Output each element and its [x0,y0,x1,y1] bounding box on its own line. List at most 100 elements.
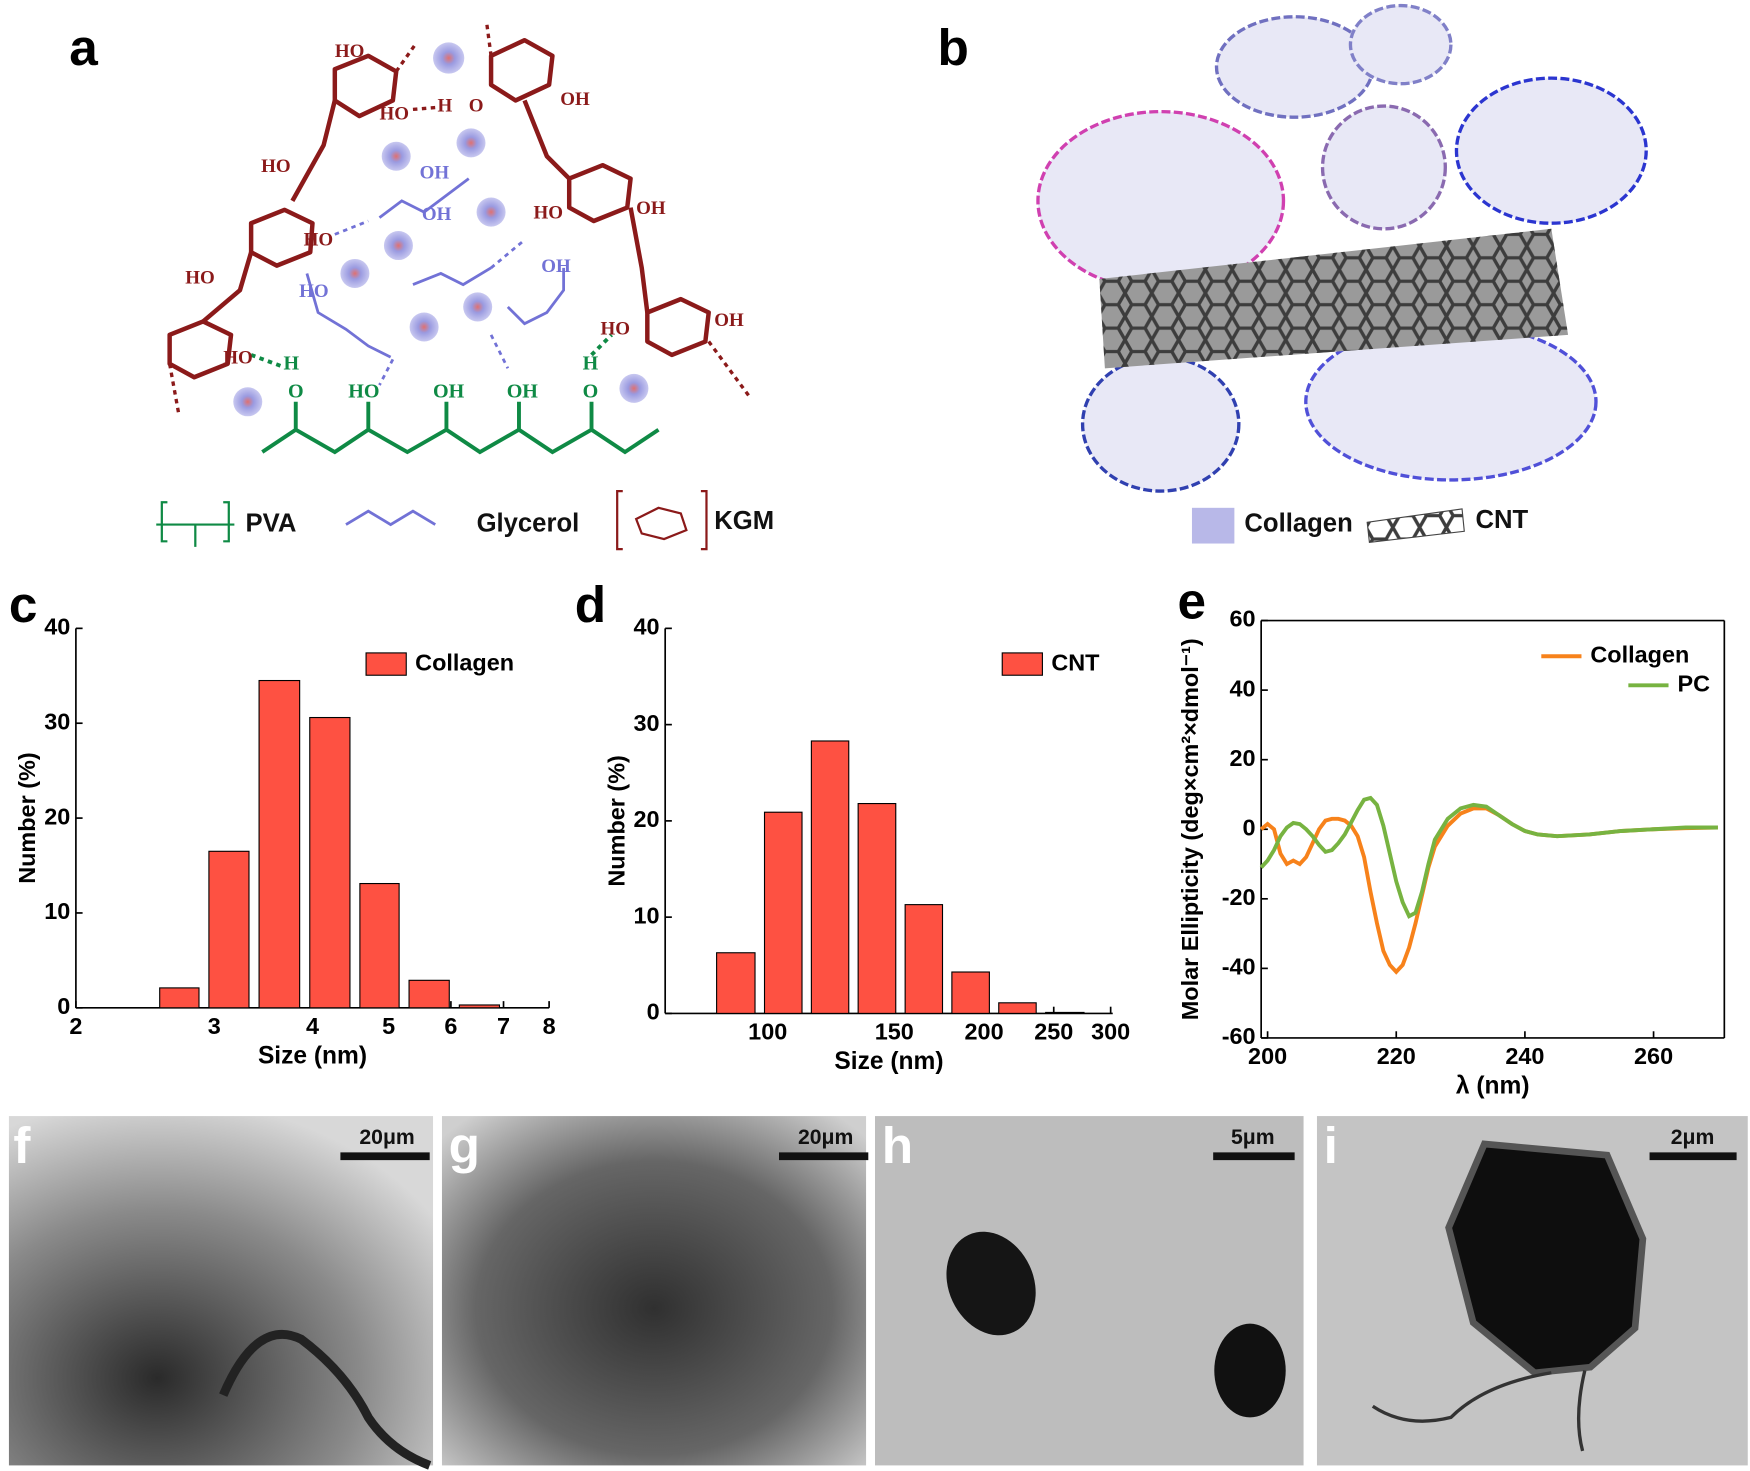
atom-label: HO [304,229,334,250]
legend-label: Collagen [1590,641,1689,667]
y-axis-label: Number (%) [14,752,40,883]
bar [208,850,250,1009]
y-tick-label: 40 [1230,675,1256,701]
y-tick-label: 30 [634,710,660,736]
panel-label: h [882,1117,913,1174]
bar [159,987,200,1009]
x-tick-label: 260 [1634,1043,1673,1069]
bar [998,1002,1037,1014]
bar [904,904,944,1014]
legend-swatch [1001,652,1043,676]
atom-label: H [583,353,599,375]
panel-label: i [1324,1117,1338,1174]
atom-label: HO [379,103,409,124]
x-tick-label: 100 [748,1019,787,1045]
line [1259,795,1718,919]
atom-label: OH [560,89,590,110]
y-tick-label: -20 [1222,884,1256,910]
atom-label: H [438,96,453,117]
panel-label: d [575,576,606,633]
y-tick-label: -40 [1222,954,1256,980]
x-tick-label: 220 [1377,1043,1416,1069]
scale-bar-label: 5μm [1231,1126,1275,1149]
bar [309,716,351,1009]
atom-label: OH [507,380,539,402]
legend-label: Collagen [1244,509,1352,537]
legend-label: CNT [1475,506,1528,534]
bar [951,971,990,1014]
x-tick-label: 200 [1248,1043,1287,1069]
y-tick-label: 40 [44,614,70,640]
legend-icon [1191,507,1235,544]
legend-label: KGM [714,507,774,535]
bar [359,882,400,1009]
y-tick-label: -60 [1222,1023,1256,1049]
x-tick-label: 5 [382,1013,395,1039]
x-axis-label: Size (nm) [258,1042,367,1069]
y-tick-label: 40 [634,614,660,640]
atom-label: H [283,353,299,375]
legend-swatch [365,652,407,676]
atom-label: OH [433,380,465,402]
legend-label: PVA [246,509,297,537]
atom-label: OH [420,162,450,183]
y-tick-label: 20 [44,803,70,829]
atom-label: HO [299,281,329,302]
bar [1045,1011,1085,1014]
y-axis-label: Number (%) [603,755,629,886]
y-tick-label: 0 [647,999,660,1025]
micrographs: f g h i 20μm 20μm 5μm 2μm [8,1116,1748,1470]
legend-label: CNT [1051,649,1100,675]
bar [763,811,803,1014]
x-axis-label: Size (nm) [834,1048,943,1075]
atom-label: HO [223,348,253,369]
x-tick-label: 300 [1091,1019,1130,1045]
x-tick-label: 8 [543,1013,556,1039]
y-tick-label: 20 [1230,745,1256,771]
atom-label: O [583,380,599,402]
x-tick-label: 7 [497,1013,510,1039]
x-tick-label: 250 [1034,1019,1073,1045]
y-tick-label: 10 [44,898,70,924]
panel-label: f [13,1117,31,1174]
atom-label: OH [541,256,571,277]
y-axis-label: Molar Ellipticity (deg×cm²×dmol⁻¹) [1177,638,1203,1020]
bar [408,979,450,1009]
atom-label: HO [533,203,563,224]
x-tick-label: 150 [875,1019,914,1045]
legend-label: PC [1677,670,1710,696]
y-tick-label: 0 [57,993,70,1019]
bar [258,679,301,1009]
legend-icon [1366,508,1465,544]
y-tick-label: 20 [634,806,660,832]
atom-label: HO [600,319,630,340]
x-axis-label: λ (nm) [1456,1073,1530,1100]
y-tick-label: 0 [1243,814,1256,840]
y-tick-label: 30 [44,708,70,734]
line [1259,806,1718,975]
atom-label: HO [185,267,215,288]
x-tick-label: 6 [444,1013,457,1039]
x-tick-label: 200 [965,1019,1004,1045]
panel-b-diagram: Collagen CNT [1036,3,1648,544]
x-tick-label: 4 [306,1013,319,1039]
panel-label: g [449,1117,480,1174]
legend-label: Collagen [415,649,514,675]
atom-label: HO [261,156,291,177]
atom-label: O [469,96,484,117]
atom-label: O [288,380,304,402]
atom-label: OH [422,204,452,225]
legend-label: Glycerol [477,509,580,537]
x-tick-label: 2 [69,1013,82,1039]
bar [857,802,897,1014]
x-tick-label: 3 [208,1013,221,1039]
scale-bar-label: 2μm [1671,1126,1715,1149]
y-tick-label: 60 [1230,606,1256,632]
panel-a-diagram: HO HO H O OH HO OH HO HO HO HO HO OH OH … [156,22,774,551]
panel-label: e [1177,572,1206,629]
bar [810,740,850,1014]
atom-label: HO [348,380,379,402]
y-tick-label: 10 [634,902,660,928]
scale-bar-label: 20μm [359,1126,414,1149]
